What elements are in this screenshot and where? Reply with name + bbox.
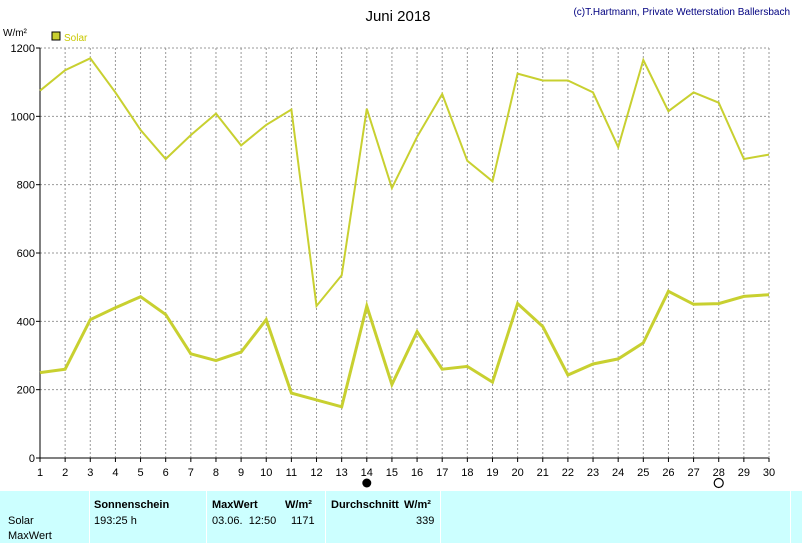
solar-chart: Juni 2018 (c)T.Hartmann, Private Wetters… (3, 7, 790, 489)
chart-title: Juni 2018 (365, 8, 430, 25)
x-tick-label: 17 (436, 467, 448, 479)
x-tick-label: 23 (587, 467, 599, 479)
x-tick-label: 19 (486, 467, 498, 479)
max-header: MaxWert (212, 499, 258, 511)
sunshine-header: Sonnenschein (94, 499, 170, 511)
x-tick-label: 27 (687, 467, 699, 479)
x-tick-label: 15 (386, 467, 398, 479)
x-tick-label: 1 (37, 467, 43, 479)
legend-swatch (51, 31, 61, 41)
x-tick-label: 14 (361, 467, 373, 479)
y-tick-label: 1200 (11, 43, 35, 55)
x-tick-label: 16 (411, 467, 423, 479)
day-marker-filled (362, 478, 372, 488)
x-tick-label: 7 (188, 467, 194, 479)
x-tick-label: 28 (713, 467, 725, 479)
max-datetime: 03.06. 12:50 (212, 515, 277, 527)
statistics-panel: Solar MaxWert Sonnenschein 193:25 h MaxW… (0, 491, 802, 543)
x-tick-label: 5 (137, 467, 143, 479)
y-tick-label: 200 (17, 385, 35, 397)
legend-label: Solar (64, 33, 88, 44)
row-label-maxwert: MaxWert (8, 530, 52, 542)
avg-value: 339 (416, 515, 435, 527)
x-tick-label: 8 (213, 467, 219, 479)
x-tick-label: 12 (310, 467, 322, 479)
x-tick-label: 6 (163, 467, 169, 479)
x-tick-label: 9 (238, 467, 244, 479)
y-tick-label: 0 (29, 453, 35, 465)
max-value: 1171 (291, 515, 315, 527)
x-tick-label: 20 (511, 467, 523, 479)
max-unit-header: W/m² (285, 499, 312, 511)
x-tick-label: 29 (738, 467, 750, 479)
x-tick-label: 10 (260, 467, 272, 479)
series-line-avg (39, 289, 770, 409)
y-tick-label: 800 (17, 180, 35, 192)
x-tick-label: 26 (662, 467, 674, 479)
series-line-max (39, 57, 770, 309)
x-tick-label: 3 (87, 467, 93, 479)
x-tick-label: 18 (461, 467, 473, 479)
avg-unit-header: W/m² (404, 499, 431, 511)
x-tick-label: 11 (286, 467, 297, 479)
x-tick-label: 22 (562, 467, 574, 479)
y-axis-unit-label: W/m² (3, 28, 28, 39)
sunshine-value: 193:25 h (94, 515, 137, 527)
y-tick-label: 600 (17, 248, 35, 260)
x-tick-label: 21 (537, 467, 549, 479)
copyright-text: (c)T.Hartmann, Private Wetterstation Bal… (573, 7, 790, 18)
row-label-solar: Solar (8, 515, 34, 527)
x-tick-label: 24 (612, 467, 624, 479)
x-tick-label: 13 (336, 467, 348, 479)
avg-header: Durchschnitt (331, 499, 399, 511)
x-tick-label: 25 (637, 467, 649, 479)
x-tick-label: 4 (112, 467, 118, 479)
x-tick-label: 2 (62, 467, 68, 479)
y-tick-label: 400 (17, 316, 35, 328)
x-tick-label: 30 (763, 467, 775, 479)
day-marker-open (713, 477, 724, 489)
y-tick-label: 1000 (11, 111, 35, 123)
